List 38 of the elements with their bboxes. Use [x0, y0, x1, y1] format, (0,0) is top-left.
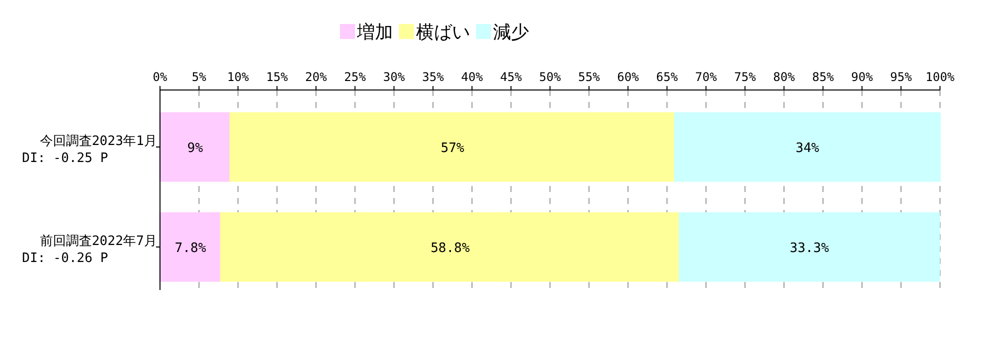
legend-label: 減少 — [493, 22, 529, 43]
y-tick-label: 前回調査2022年7月 DI: -0.26 P — [22, 234, 157, 266]
y-tick-label: 今回調査2023年1月 DI: -0.25 P — [22, 134, 157, 166]
x-tick-label: 70% — [695, 70, 718, 84]
data-label: 33.3% — [790, 241, 830, 256]
bar — [159, 112, 231, 182]
x-tick-label: 20% — [305, 70, 328, 84]
x-tick-label: 65% — [656, 70, 679, 84]
bar — [159, 212, 222, 282]
x-tick-label: 50% — [539, 70, 562, 84]
x-tick-label: 10% — [227, 70, 250, 84]
legend-label: 横ばい — [416, 22, 470, 43]
x-tick-label: 40% — [461, 70, 484, 84]
data-label: 58.8% — [430, 241, 470, 256]
x-tick-label: 5% — [192, 70, 207, 84]
x-tick-label: 25% — [344, 70, 367, 84]
x-tick-label: 55% — [578, 70, 601, 84]
x-tick-label: 30% — [383, 70, 406, 84]
x-tick-label: 60% — [617, 70, 640, 84]
x-tick-label: 75% — [734, 70, 757, 84]
x-tick-label: 35% — [422, 70, 445, 84]
data-label: 9% — [187, 141, 204, 156]
x-tick-label: 0% — [152, 70, 168, 84]
x-tick-label: 90% — [851, 70, 874, 84]
bar — [229, 112, 676, 182]
x-tick-label: 95% — [890, 70, 913, 84]
x-tick-label: 85% — [812, 70, 835, 84]
bar — [220, 212, 680, 282]
x-tick-label: 15% — [266, 70, 289, 84]
data-label: 7.8% — [174, 241, 206, 256]
legend-label: 増加 — [356, 22, 393, 43]
bar — [678, 212, 940, 282]
bar — [674, 112, 941, 182]
data-label: 34% — [796, 141, 820, 156]
x-tick-label: 100% — [926, 70, 956, 84]
x-tick-label: 45% — [500, 70, 523, 84]
x-tick-label: 80% — [773, 70, 796, 84]
data-label: 57% — [440, 141, 464, 156]
